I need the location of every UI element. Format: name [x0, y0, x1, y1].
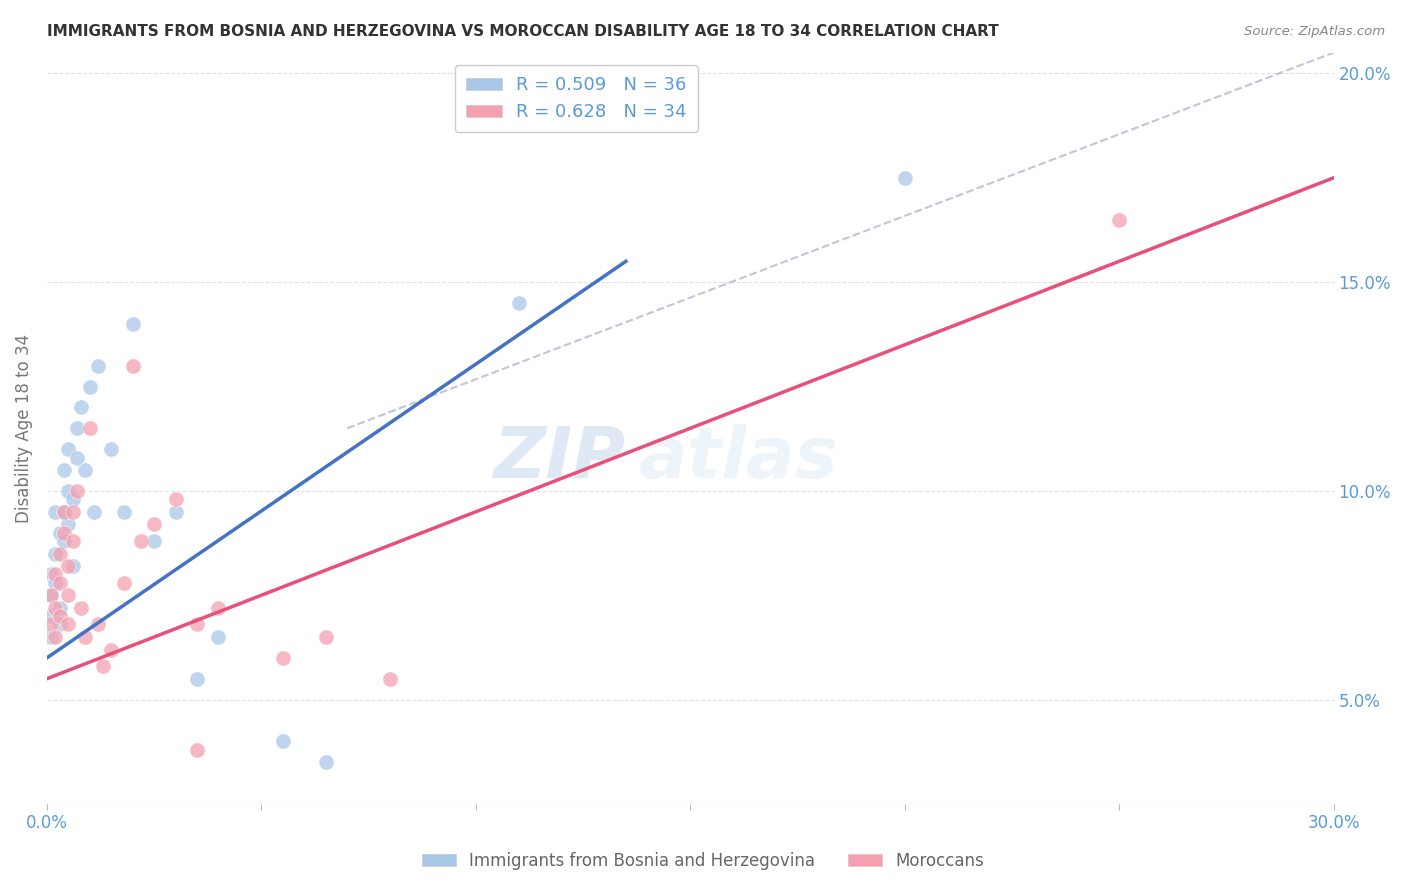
- Point: [49, 617, 72, 632]
- Point: [66, 483, 89, 498]
- Text: atlas: atlas: [638, 424, 838, 493]
- Point: [62, 505, 84, 519]
- Point: [315, 630, 337, 644]
- Point: [62, 533, 84, 548]
- Point: [100, 442, 122, 457]
- Point: [44, 630, 66, 644]
- Point: [378, 672, 401, 686]
- Point: [49, 575, 72, 590]
- Point: [62, 559, 84, 574]
- Point: [44, 600, 66, 615]
- Point: [49, 525, 72, 540]
- Point: [143, 533, 166, 548]
- Point: [58, 442, 80, 457]
- Point: [508, 296, 530, 310]
- Point: [143, 517, 166, 532]
- Point: [75, 463, 97, 477]
- Point: [39, 609, 62, 624]
- Point: [87, 617, 110, 632]
- Point: [893, 170, 915, 185]
- Point: [186, 617, 208, 632]
- Point: [53, 533, 76, 548]
- Point: [271, 734, 294, 748]
- Point: [44, 567, 66, 582]
- Point: [39, 630, 62, 644]
- Point: [44, 547, 66, 561]
- Point: [112, 505, 135, 519]
- Point: [1108, 212, 1130, 227]
- Point: [100, 642, 122, 657]
- Point: [39, 588, 62, 602]
- Text: ZIP: ZIP: [494, 424, 626, 493]
- Legend: Immigrants from Bosnia and Herzegovina, Moroccans: Immigrants from Bosnia and Herzegovina, …: [416, 846, 990, 877]
- Point: [129, 533, 152, 548]
- Point: [75, 630, 97, 644]
- Point: [44, 505, 66, 519]
- Point: [58, 483, 80, 498]
- Point: [44, 575, 66, 590]
- Point: [70, 600, 93, 615]
- Point: [58, 517, 80, 532]
- Point: [207, 600, 229, 615]
- Point: [53, 505, 76, 519]
- Point: [112, 575, 135, 590]
- Point: [315, 756, 337, 770]
- Text: IMMIGRANTS FROM BOSNIA AND HERZEGOVINA VS MOROCCAN DISABILITY AGE 18 TO 34 CORRE: IMMIGRANTS FROM BOSNIA AND HERZEGOVINA V…: [46, 24, 998, 39]
- Point: [121, 359, 143, 373]
- Legend: R = 0.509   N = 36, R = 0.628   N = 34: R = 0.509 N = 36, R = 0.628 N = 34: [454, 65, 697, 132]
- Point: [271, 651, 294, 665]
- Point: [66, 450, 89, 465]
- Point: [58, 559, 80, 574]
- Text: Source: ZipAtlas.com: Source: ZipAtlas.com: [1244, 25, 1385, 38]
- Point: [165, 505, 187, 519]
- Point: [62, 492, 84, 507]
- Point: [49, 600, 72, 615]
- Point: [83, 505, 105, 519]
- Point: [79, 379, 101, 393]
- Point: [49, 609, 72, 624]
- Point: [58, 588, 80, 602]
- Point: [87, 359, 110, 373]
- Point: [207, 630, 229, 644]
- Point: [79, 421, 101, 435]
- Point: [39, 567, 62, 582]
- Point: [49, 547, 72, 561]
- Point: [39, 588, 62, 602]
- Point: [186, 742, 208, 756]
- Point: [186, 672, 208, 686]
- Point: [66, 421, 89, 435]
- Point: [58, 617, 80, 632]
- Point: [70, 401, 93, 415]
- Point: [53, 463, 76, 477]
- Y-axis label: Disability Age 18 to 34: Disability Age 18 to 34: [15, 334, 32, 523]
- Point: [91, 659, 114, 673]
- Point: [53, 505, 76, 519]
- Point: [53, 525, 76, 540]
- Point: [39, 617, 62, 632]
- Point: [165, 492, 187, 507]
- Point: [121, 317, 143, 331]
